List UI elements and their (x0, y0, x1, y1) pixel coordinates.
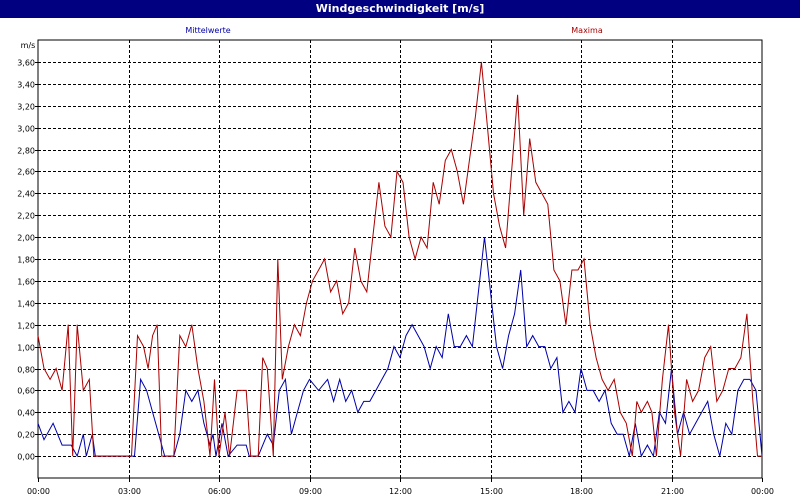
y-tick-label: 0,60 (17, 387, 35, 396)
legend-maxima: Maxima (571, 26, 603, 35)
y-tick-label: 1,80 (17, 256, 35, 265)
series-line-maxima (37, 61, 762, 457)
y-tick-label: 2,20 (17, 212, 35, 221)
x-tick-label-time: 12:00 (389, 487, 412, 496)
y-tick-label: 1,40 (17, 300, 35, 309)
legend: Mittelwerte Maxima (185, 26, 603, 35)
x-tick-label-time: 00:00 (751, 487, 774, 496)
legend-mittelwerte: Mittelwerte (185, 26, 230, 35)
x-tick-label-time: 18:00 (570, 487, 593, 496)
window-title: Windgeschwindigkeit [m/s] (0, 0, 800, 18)
x-tick-label-time: 03:00 (118, 487, 141, 496)
x-tick-label-time: 15:00 (480, 487, 503, 496)
x-tick-label-time: 06:00 (208, 487, 231, 496)
y-tick-label: 3,00 (17, 125, 35, 134)
wind-speed-chart: 0,00 0,20 0,40 0,60 0,80 1,00 1,20 1,40 1,60 1,80… (17, 26, 774, 496)
data-series (37, 61, 763, 458)
x-tick-label-time: 00:00 (27, 487, 50, 496)
y-tick-label: 2,80 (17, 147, 35, 156)
y-tick-label: 3,40 (17, 81, 35, 90)
y-tick-label: 3,20 (17, 103, 35, 112)
y-axis-unit: m/s (21, 41, 36, 50)
y-axis-labels: 0,00 0,20 0,40 0,60 0,80 1,00 1,20 1,40 1,60 1,80… (17, 59, 35, 462)
x-tick-label-time: 09:00 (299, 487, 322, 496)
y-tick-label: 1,20 (17, 322, 35, 331)
x-tick-label-time: 21:00 (661, 487, 684, 496)
y-tick-label: 2,40 (17, 190, 35, 199)
y-tick-label: 1,60 (17, 278, 35, 287)
x-axis-labels: 00:0020.03.2403:0020.03.2406:0020.03.240… (27, 487, 774, 496)
y-tick-label: 0,40 (17, 409, 35, 418)
y-tick-label: 3,60 (17, 59, 35, 68)
y-tick-label: 0,00 (17, 453, 35, 462)
y-tick-label: 1,00 (17, 344, 35, 353)
series-line-mittelwerte (37, 237, 763, 458)
y-tick-label: 0,80 (17, 366, 35, 375)
y-tick-label: 0,20 (17, 431, 35, 440)
y-tick-label: 2,60 (17, 168, 35, 177)
y-tick-label: 2,00 (17, 234, 35, 243)
